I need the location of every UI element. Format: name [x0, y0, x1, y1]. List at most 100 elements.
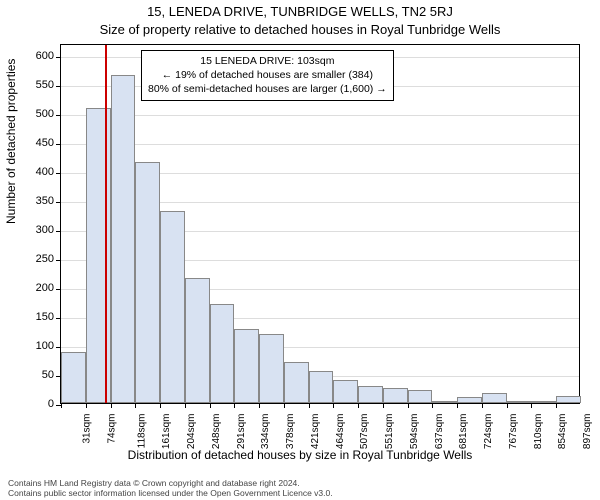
x-tick-mark	[135, 403, 136, 408]
x-tick-mark	[259, 403, 260, 408]
x-tick-mark	[358, 403, 359, 408]
y-tick-mark	[56, 289, 61, 290]
info-box-line: 15 LENEDA DRIVE: 103sqm	[148, 54, 387, 68]
histogram-plot: 15 LENEDA DRIVE: 103sqm← 19% of detached…	[60, 44, 580, 404]
x-tick-mark	[432, 403, 433, 408]
histogram-bar	[61, 352, 86, 403]
x-axis-label: Distribution of detached houses by size …	[0, 448, 600, 462]
x-tick-mark	[309, 403, 310, 408]
x-tick-mark	[234, 403, 235, 408]
histogram-bar	[333, 380, 358, 403]
x-tick-label: 464sqm	[335, 414, 346, 450]
x-tick-mark	[482, 403, 483, 408]
x-tick-label: 118sqm	[136, 414, 147, 449]
gridline	[61, 144, 579, 145]
histogram-bar	[309, 371, 334, 403]
y-tick-label: 200	[14, 282, 54, 294]
x-tick-label: 31sqm	[82, 414, 93, 444]
x-tick-mark	[111, 403, 112, 408]
y-tick-label: 100	[14, 340, 54, 352]
x-tick-mark	[160, 403, 161, 408]
histogram-bar	[135, 162, 160, 403]
gridline	[61, 115, 579, 116]
x-tick-label: 767sqm	[508, 414, 519, 450]
y-tick-label: 250	[14, 253, 54, 265]
x-tick-mark	[185, 403, 186, 408]
x-tick-label: 421sqm	[310, 414, 321, 450]
histogram-bar	[507, 401, 532, 403]
y-tick-label: 300	[14, 224, 54, 236]
y-tick-label: 400	[14, 166, 54, 178]
histogram-bar	[482, 393, 507, 403]
chart-title-address: 15, LENEDA DRIVE, TUNBRIDGE WELLS, TN2 5…	[0, 4, 600, 19]
y-tick-label: 150	[14, 311, 54, 323]
x-tick-label: 897sqm	[582, 414, 593, 450]
histogram-bar	[358, 386, 383, 403]
y-tick-mark	[56, 115, 61, 116]
histogram-bar	[185, 278, 210, 403]
x-tick-mark	[457, 403, 458, 408]
x-tick-label: 161sqm	[161, 414, 172, 450]
y-tick-label: 450	[14, 137, 54, 149]
histogram-bar	[111, 75, 136, 403]
y-tick-label: 0	[14, 398, 54, 410]
x-tick-mark	[61, 403, 62, 408]
y-tick-mark	[56, 86, 61, 87]
histogram-bar	[284, 362, 309, 403]
y-tick-label: 600	[14, 50, 54, 62]
x-tick-label: 378sqm	[285, 414, 296, 450]
x-tick-label: 248sqm	[211, 414, 222, 450]
info-box-line: 80% of semi-detached houses are larger (…	[148, 82, 387, 96]
x-tick-mark	[284, 403, 285, 408]
y-tick-label: 500	[14, 108, 54, 120]
x-tick-mark	[383, 403, 384, 408]
histogram-bar	[556, 396, 581, 403]
histogram-bar	[210, 304, 235, 403]
y-tick-mark	[56, 260, 61, 261]
x-tick-label: 724sqm	[483, 414, 494, 450]
y-tick-mark	[56, 173, 61, 174]
property-marker-line	[105, 45, 107, 403]
histogram-bar	[160, 211, 185, 403]
property-info-box: 15 LENEDA DRIVE: 103sqm← 19% of detached…	[141, 50, 394, 101]
footer-attribution: Contains HM Land Registry data © Crown c…	[8, 478, 333, 498]
x-tick-label: 334sqm	[260, 414, 271, 450]
histogram-bar	[432, 401, 457, 403]
y-tick-mark	[56, 318, 61, 319]
histogram-bar	[383, 388, 408, 403]
x-tick-label: 507sqm	[359, 414, 370, 450]
x-tick-mark	[408, 403, 409, 408]
x-tick-label: 854sqm	[558, 414, 569, 450]
y-tick-mark	[56, 144, 61, 145]
y-tick-mark	[56, 202, 61, 203]
y-tick-mark	[56, 347, 61, 348]
y-tick-mark	[56, 231, 61, 232]
chart-subtitle: Size of property relative to detached ho…	[0, 22, 600, 37]
histogram-bar	[531, 401, 556, 403]
x-tick-label: 810sqm	[533, 414, 544, 450]
x-tick-label: 291sqm	[236, 414, 247, 450]
footer-line-2: Contains public sector information licen…	[8, 488, 333, 498]
x-tick-mark	[507, 403, 508, 408]
histogram-bar	[259, 334, 284, 403]
histogram-bar	[234, 329, 259, 403]
y-tick-label: 550	[14, 79, 54, 91]
histogram-bar	[408, 390, 433, 403]
info-box-line: ← 19% of detached houses are smaller (38…	[148, 68, 387, 82]
x-tick-label: 74sqm	[106, 414, 117, 444]
x-tick-label: 551sqm	[384, 414, 395, 450]
x-tick-label: 681sqm	[459, 414, 470, 450]
x-tick-mark	[333, 403, 334, 408]
histogram-bar	[457, 397, 482, 403]
y-tick-label: 50	[14, 369, 54, 381]
x-tick-label: 594sqm	[409, 414, 420, 450]
footer-line-1: Contains HM Land Registry data © Crown c…	[8, 478, 333, 488]
x-tick-mark	[531, 403, 532, 408]
y-tick-mark	[56, 57, 61, 58]
x-tick-mark	[556, 403, 557, 408]
x-tick-label: 637sqm	[434, 414, 445, 450]
x-tick-label: 204sqm	[186, 414, 197, 450]
x-tick-mark	[86, 403, 87, 408]
y-tick-label: 350	[14, 195, 54, 207]
x-tick-mark	[210, 403, 211, 408]
